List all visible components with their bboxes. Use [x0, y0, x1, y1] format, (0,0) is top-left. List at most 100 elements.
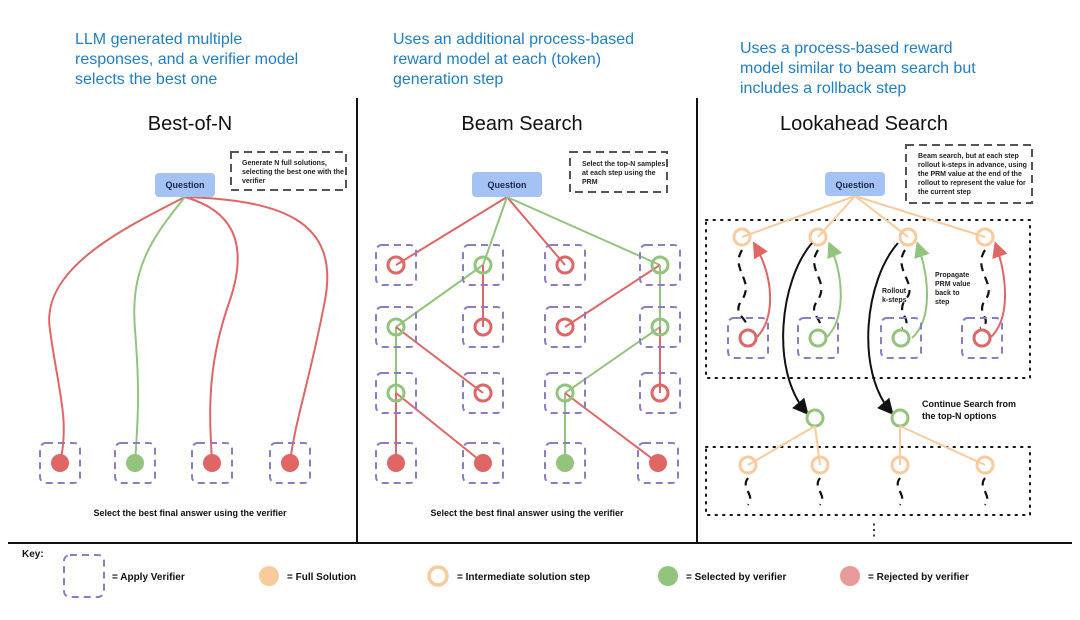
verifier-box: [544, 306, 586, 348]
continue-region: [705, 446, 1031, 516]
header-line: generation step: [393, 71, 503, 88]
propagate-arrow-selected: [911, 241, 930, 339]
edge-step: [747, 425, 816, 466]
verifier-box: [544, 442, 586, 484]
edge-step: [854, 195, 986, 238]
header-beam-search: Uses an additional process-based reward …: [393, 31, 634, 88]
note-line: Beam search, but at each step: [918, 153, 1019, 160]
ellipsis: ⋮: [866, 522, 882, 539]
edge-selected: [482, 196, 508, 266]
verifier-box: [462, 442, 504, 484]
verifier-box: [375, 244, 417, 286]
edge-selected: [395, 264, 484, 328]
legend-intermediate-icon: [427, 565, 449, 587]
legend-label: = Rejected by verifier: [868, 572, 969, 583]
panel-caption: Select the best final answer using the v…: [93, 508, 287, 518]
propagate-label: step: [935, 299, 949, 306]
selected-step: [805, 408, 825, 428]
propagate-arrow-rejected: [753, 241, 772, 339]
final-selected: [126, 454, 144, 472]
rollout-path: [900, 249, 911, 329]
final-rejected: [474, 454, 492, 472]
note-line: verifier: [242, 178, 266, 185]
verifier-box: [462, 244, 504, 286]
header-line: includes a rollback step: [740, 80, 906, 97]
step-selected: [386, 383, 406, 403]
rollout-end-selected: [808, 328, 828, 348]
final-rejected: [281, 454, 299, 472]
step-selected: [555, 383, 575, 403]
question-label: Question: [165, 180, 204, 190]
edge-selected: [506, 196, 661, 266]
verifier-box: [375, 442, 417, 484]
verifier-box: [880, 317, 922, 359]
intermediate-step: [890, 455, 910, 475]
panel-lookahead: Lookahead Search Beam search, but at eac…: [705, 113, 1033, 539]
edge-rejected: [184, 196, 239, 464]
rollout-end-rejected: [972, 328, 992, 348]
verifier-box: [797, 317, 839, 359]
step-rejected: [555, 255, 575, 275]
final-selected: [556, 454, 574, 472]
question-label: Question: [487, 180, 526, 190]
propagate-label: PRM value: [935, 281, 971, 288]
rollout-path: [744, 477, 752, 506]
verifier-box: [639, 306, 681, 348]
question-node: [825, 172, 885, 196]
step-selected: [473, 255, 493, 275]
step-rejected: [386, 255, 406, 275]
step-rejected: [650, 383, 670, 403]
edge-rejected: [395, 326, 484, 394]
legend-verifier-icon: [63, 554, 105, 598]
verifier-box: [961, 317, 1003, 359]
legend-label: = Apply Verifier: [112, 572, 185, 583]
header-line: selects the best one: [75, 71, 217, 88]
header-line: LLM generated multiple: [75, 31, 242, 48]
note-line: the PRM value at the end of the: [918, 171, 1022, 178]
verifier-box: [375, 372, 417, 414]
note-line: PRM: [582, 179, 598, 186]
final-rejected: [51, 454, 69, 472]
panel-title: Best-of-N: [148, 113, 232, 135]
step-selected: [650, 317, 670, 337]
propagate-arrow-rejected: [989, 241, 1008, 339]
header-lookahead: Uses a process-based reward model simila…: [740, 40, 976, 97]
note-box: [569, 151, 668, 193]
propagate-label: Propagate: [935, 272, 969, 279]
note-line: Select the top-N samples: [582, 161, 665, 168]
step-rejected: [555, 317, 575, 337]
edge-rejected: [564, 264, 661, 328]
verifier-box: [375, 306, 417, 348]
rollout-path: [816, 477, 824, 506]
note-box: [905, 144, 1033, 204]
propagate-arrow-selected: [825, 241, 843, 339]
verifier-box: [462, 306, 504, 348]
note-line: rollout to represent the value for: [918, 180, 1026, 187]
intermediate-step: [732, 227, 752, 247]
note-line: selecting the best one with the: [242, 169, 344, 176]
intermediate-step: [808, 227, 828, 247]
note-line: rollout k-steps in advance, using: [918, 162, 1027, 169]
edge-rejected: [395, 196, 508, 266]
intermediate-step: [738, 455, 758, 475]
legend: Key: = Apply Verifier = Full Solution = …: [22, 549, 969, 598]
panel-beam-search: Beam Search Select the top-N samples at …: [375, 113, 681, 518]
legend-label: = Intermediate solution step: [457, 572, 590, 583]
verifier-box: [544, 244, 586, 286]
edge-rejected: [506, 196, 566, 266]
final-rejected: [387, 454, 405, 472]
legend-selected-icon: [658, 566, 678, 586]
edge-step: [854, 195, 909, 238]
rollout-path: [979, 249, 990, 329]
note-line: at each step using the: [582, 170, 656, 177]
step-selected: [650, 255, 670, 275]
step-rejected: [473, 317, 493, 337]
verifier-box: [727, 317, 769, 359]
edge-selected: [564, 326, 661, 394]
rollout-end-selected: [891, 328, 911, 348]
header-line: responses, and a verifier model: [75, 51, 298, 68]
edge-step: [741, 195, 856, 238]
legend-title: Key:: [22, 549, 44, 560]
edge-rejected: [184, 196, 329, 464]
verifier-box: [114, 442, 156, 484]
